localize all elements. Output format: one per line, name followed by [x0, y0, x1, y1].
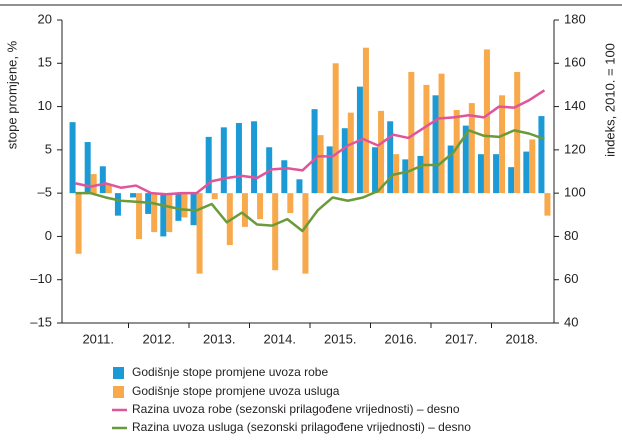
y2-tick-label: 100: [564, 185, 586, 200]
bar: [523, 151, 530, 194]
bar: [181, 193, 188, 218]
bar: [241, 193, 248, 227]
bar: [235, 123, 242, 194]
bar: [84, 142, 91, 194]
bar: [493, 154, 500, 194]
y-tick-label: –5: [38, 185, 52, 200]
line: [75, 129, 545, 233]
bar: [302, 193, 309, 274]
bar: [499, 95, 506, 194]
x-tick-label: 2014.: [263, 331, 296, 346]
bar: [211, 193, 218, 200]
bar: [296, 179, 303, 194]
x-tick-label: 2017.: [445, 331, 478, 346]
x-tick-label: 2018.: [505, 331, 538, 346]
bar: [166, 193, 173, 233]
y2-tick-label: 80: [564, 228, 578, 243]
y2-tick-label: 160: [564, 55, 586, 70]
bar: [272, 193, 279, 271]
y-tick-label: 0: [45, 228, 52, 243]
bar: [538, 116, 545, 194]
y2-tick-label: 180: [564, 11, 586, 26]
bar: [387, 121, 394, 194]
bar: [477, 154, 484, 194]
legend-swatch: [113, 386, 124, 398]
bar: [453, 110, 460, 194]
bar: [196, 193, 203, 274]
bar: [468, 103, 475, 194]
y-axis-label: stope promjene, %: [4, 40, 19, 149]
bar: [281, 160, 288, 194]
bar: [220, 127, 227, 194]
bar: [508, 167, 515, 194]
x-tick-label: 2011.: [82, 331, 114, 346]
bar: [423, 84, 430, 194]
bar: [529, 139, 536, 194]
bar: [114, 193, 121, 216]
legend-swatch: [113, 367, 124, 379]
y-tick-label: 10: [38, 98, 52, 113]
bar: [544, 193, 551, 216]
bar: [432, 95, 439, 194]
bar: [69, 122, 76, 194]
legend-label: Razina uvoza robe (sezonski prilagođene …: [132, 402, 460, 416]
bar: [408, 71, 415, 194]
bar: [462, 125, 469, 194]
legend-label: Godišnje stope promjene uvoza usluga: [132, 384, 340, 398]
legend-label: Godišnje stope promjene uvoza robe: [132, 365, 328, 379]
x-tick-label: 2012.: [142, 331, 175, 346]
bar: [136, 193, 143, 240]
x-tick-label: 2015.: [324, 331, 357, 346]
bar: [402, 159, 409, 194]
y-tick-label: –15: [30, 314, 52, 329]
bar: [514, 71, 521, 194]
y2-tick-label: 40: [564, 314, 578, 329]
bar: [257, 193, 264, 220]
bar: [447, 145, 454, 194]
bar: [362, 47, 369, 194]
bar: [326, 146, 333, 194]
line: [75, 89, 546, 196]
bar: [341, 128, 348, 194]
bar: [378, 110, 385, 194]
y-tick-label: 5: [45, 141, 52, 156]
y-tick-label: –10: [30, 271, 52, 286]
bar: [99, 166, 106, 194]
bar: [205, 136, 212, 194]
bar: [151, 193, 158, 233]
bar: [130, 193, 137, 198]
bar: [287, 193, 294, 214]
y-tick-label: 20: [38, 11, 52, 26]
bar: [483, 49, 490, 194]
x-tick-label: 2013.: [203, 331, 236, 346]
x-tick-label: 2016.: [384, 331, 417, 346]
legend-label: Razina uvoza usluga (sezonski prilagođen…: [132, 420, 471, 434]
bar: [417, 155, 424, 194]
y2-tick-label: 120: [564, 141, 586, 156]
bar: [311, 109, 318, 194]
bar: [175, 193, 182, 221]
bar: [317, 135, 324, 194]
bar: [75, 193, 82, 254]
bar: [105, 184, 112, 194]
y2-tick-label: 140: [564, 98, 586, 113]
bar: [332, 63, 339, 194]
y2-axis-label: indeks, 2010. = 100: [602, 43, 617, 157]
y2-tick-label: 60: [564, 271, 578, 286]
bar: [372, 147, 379, 194]
bar: [438, 73, 445, 194]
bar: [90, 174, 97, 194]
bar: [160, 193, 167, 237]
y-tick-label: 15: [38, 55, 52, 70]
bar: [251, 121, 258, 194]
bar: [347, 112, 354, 194]
